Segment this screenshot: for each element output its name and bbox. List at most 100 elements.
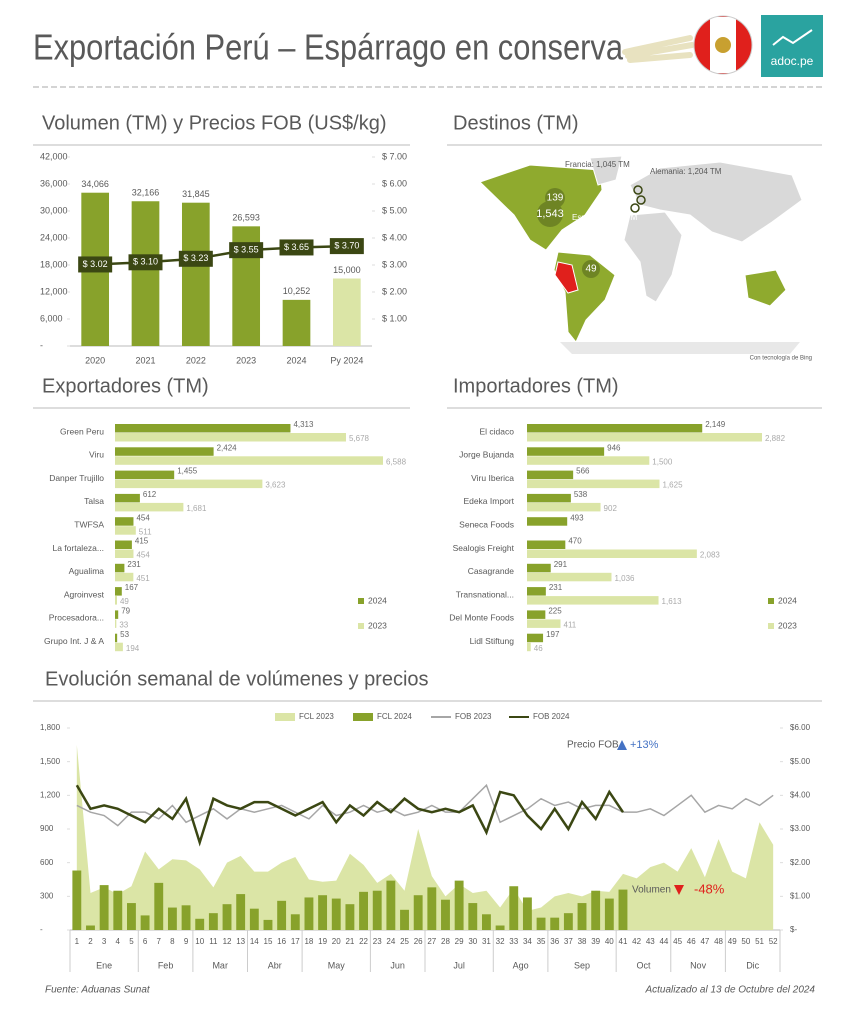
y-tick-label: 1,200 (40, 790, 61, 799)
bar (127, 903, 136, 930)
month-label: Nov (690, 960, 707, 970)
y-tick-label: Casagrande (468, 566, 515, 576)
month-label: Ene (96, 960, 112, 970)
bar (154, 882, 164, 930)
data-label: 902 (604, 504, 618, 513)
x-tick-label: 12 (223, 937, 232, 946)
bar (527, 517, 568, 526)
y2-tick-label: $2.00 (790, 858, 811, 867)
legend-label: FCL 2023 (299, 712, 334, 721)
y-tick-label: Grupo Int. J & A (44, 636, 104, 646)
bar (454, 880, 464, 930)
data-label: 49 (120, 597, 129, 606)
x-tick-label: 35 (537, 937, 546, 946)
bar (527, 456, 650, 465)
bar (372, 890, 382, 930)
x-tick-label: 51 (755, 937, 764, 946)
bar (468, 903, 478, 930)
legend-label: 2024 (368, 595, 387, 605)
y-tick-label: Del Monte Foods (449, 613, 514, 623)
y2-tick-label: $ 2.00 (382, 286, 407, 296)
map-title: Destinos (TM) (453, 112, 579, 134)
bar (441, 899, 450, 930)
y-tick-label: Agroinvest (64, 589, 105, 599)
y-tick-label: Procesadora... (49, 613, 104, 623)
x-tick-label: 31 (482, 937, 491, 946)
data-label: 167 (125, 583, 139, 592)
data-label: 1,625 (663, 481, 684, 490)
data-label: 454 (136, 513, 150, 522)
bar (332, 278, 361, 346)
y-tick-label: Lidl Stiftung (470, 636, 515, 646)
y-tick-label: Viru Iberica (471, 473, 514, 483)
bar (195, 918, 205, 930)
legend-label: 2024 (778, 595, 797, 605)
data-label: $ 3.55 (234, 245, 259, 255)
y-tick-label: La fortaleza... (52, 543, 104, 553)
y2-tick-label: $ 1.00 (382, 313, 407, 323)
bar (527, 540, 566, 549)
legend-swatch (358, 623, 364, 629)
bar (115, 596, 117, 605)
x-tick-label: 28 (441, 937, 450, 946)
y2-tick-label: $ 7.00 (382, 151, 407, 161)
month-label: Jul (453, 960, 465, 970)
x-tick-label: 2020 (85, 355, 105, 365)
data-label: 2,083 (700, 551, 721, 560)
data-label: 53 (120, 630, 129, 639)
bar (115, 633, 118, 643)
logo-box (761, 15, 823, 77)
data-label: 6,588 (386, 457, 407, 466)
data-label: 1,613 (662, 597, 683, 606)
data-label: 493 (570, 513, 584, 522)
month-label: Jun (390, 960, 405, 970)
legend-swatch (768, 623, 774, 629)
bar (86, 925, 95, 930)
y2-tick-label: $4.00 (790, 790, 811, 799)
price-label-box (78, 256, 113, 273)
y2-tick-label: $ 6.00 (382, 178, 407, 188)
x-tick-label: 10 (195, 937, 204, 946)
x-tick-label: 52 (769, 937, 778, 946)
x-tick-label: 49 (728, 937, 737, 946)
world-map (479, 155, 803, 354)
bar (527, 572, 612, 582)
bar (115, 479, 263, 489)
x-tick-label: 39 (591, 937, 600, 946)
bar (290, 914, 300, 930)
logo-line (772, 29, 813, 46)
data-label: 34,066 (81, 179, 109, 189)
y-tick-label: - (40, 340, 43, 350)
area (76, 744, 774, 930)
bar (277, 900, 287, 930)
legend-swatch (353, 713, 373, 721)
bar (550, 917, 560, 930)
bar (282, 299, 311, 346)
bar (115, 433, 346, 442)
legend-label: FOB 2024 (533, 712, 570, 721)
x-tick-label: 32 (496, 937, 505, 946)
bar (167, 907, 177, 930)
price-label-box (229, 242, 264, 259)
y-tick-label: Transnational... (456, 589, 514, 599)
data-label: 2,882 (765, 434, 786, 443)
bar (115, 447, 214, 456)
y-tick-label: Danper Trujillo (49, 473, 104, 483)
y2-tick-label: $ 3.00 (382, 259, 407, 269)
x-tick-label: 42 (632, 937, 641, 946)
x-tick-label: 4 (116, 937, 121, 946)
bar (577, 903, 587, 930)
x-tick-label: 25 (400, 937, 409, 946)
data-label: 1,500 (652, 457, 673, 466)
data-label: 415 (135, 537, 149, 546)
x-tick-label: 27 (427, 937, 436, 946)
x-tick-label: 14 (250, 937, 259, 946)
x-tick-label: 2023 (236, 355, 256, 365)
bar (527, 619, 561, 628)
bar (115, 526, 136, 535)
line (75, 784, 625, 847)
bar (482, 914, 491, 930)
annotation-label: Volumen (632, 885, 671, 896)
legend-label: FCL 2024 (377, 712, 412, 721)
y-tick-label: El cidaco (480, 426, 515, 436)
